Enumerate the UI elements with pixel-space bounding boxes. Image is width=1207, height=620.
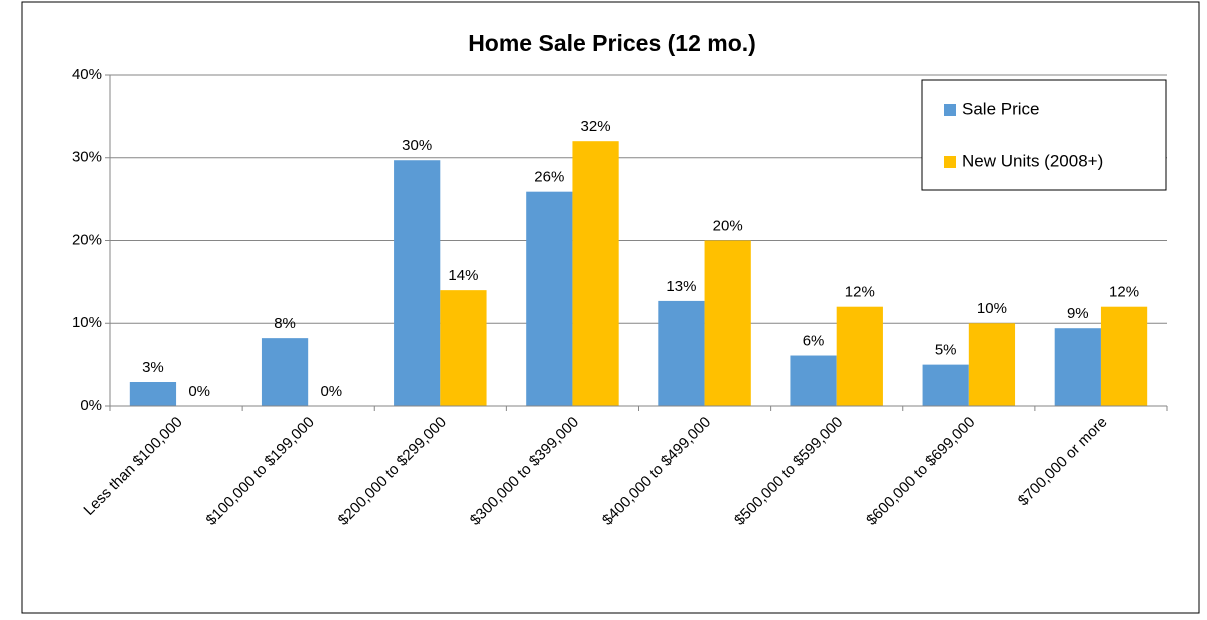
bar <box>968 323 1016 406</box>
bar <box>704 240 751 406</box>
bar <box>922 364 969 406</box>
value-label: 30% <box>402 137 432 154</box>
bar <box>526 191 573 406</box>
bar <box>1054 328 1101 406</box>
bar <box>572 141 619 406</box>
value-label: 9% <box>1067 305 1089 322</box>
legend-label: Sale Price <box>962 99 1039 118</box>
value-label: 32% <box>581 118 611 135</box>
bar <box>836 306 883 406</box>
y-tick-label: 10% <box>72 314 102 331</box>
y-tick-label: 0% <box>80 397 102 414</box>
value-label: 12% <box>845 284 875 301</box>
chart-title: Home Sale Prices (12 mo.) <box>468 30 756 56</box>
bar <box>1100 306 1148 406</box>
y-tick-label: 20% <box>72 231 102 248</box>
value-label: 0% <box>188 383 210 400</box>
value-label: 20% <box>713 217 743 234</box>
value-label: 13% <box>666 278 696 295</box>
value-label: 0% <box>320 383 342 400</box>
bar <box>440 290 487 406</box>
value-label: 12% <box>1109 284 1139 301</box>
value-label: 8% <box>274 315 296 332</box>
value-label: 6% <box>803 332 825 349</box>
bar <box>129 382 177 406</box>
legend-swatch <box>944 104 956 116</box>
value-label: 5% <box>935 342 957 359</box>
bar <box>261 338 309 406</box>
bar <box>394 160 441 406</box>
value-label: 10% <box>977 300 1007 317</box>
y-tick-label: 30% <box>72 149 102 166</box>
value-label: 3% <box>142 359 164 376</box>
bar <box>658 300 705 406</box>
value-label: 14% <box>448 267 478 284</box>
legend-box <box>921 79 1167 191</box>
bar <box>790 355 837 406</box>
legend-label: New Units (2008+) <box>962 151 1103 170</box>
legend-swatch <box>944 156 956 168</box>
value-label: 26% <box>534 169 564 186</box>
y-tick-label: 40% <box>72 66 102 83</box>
